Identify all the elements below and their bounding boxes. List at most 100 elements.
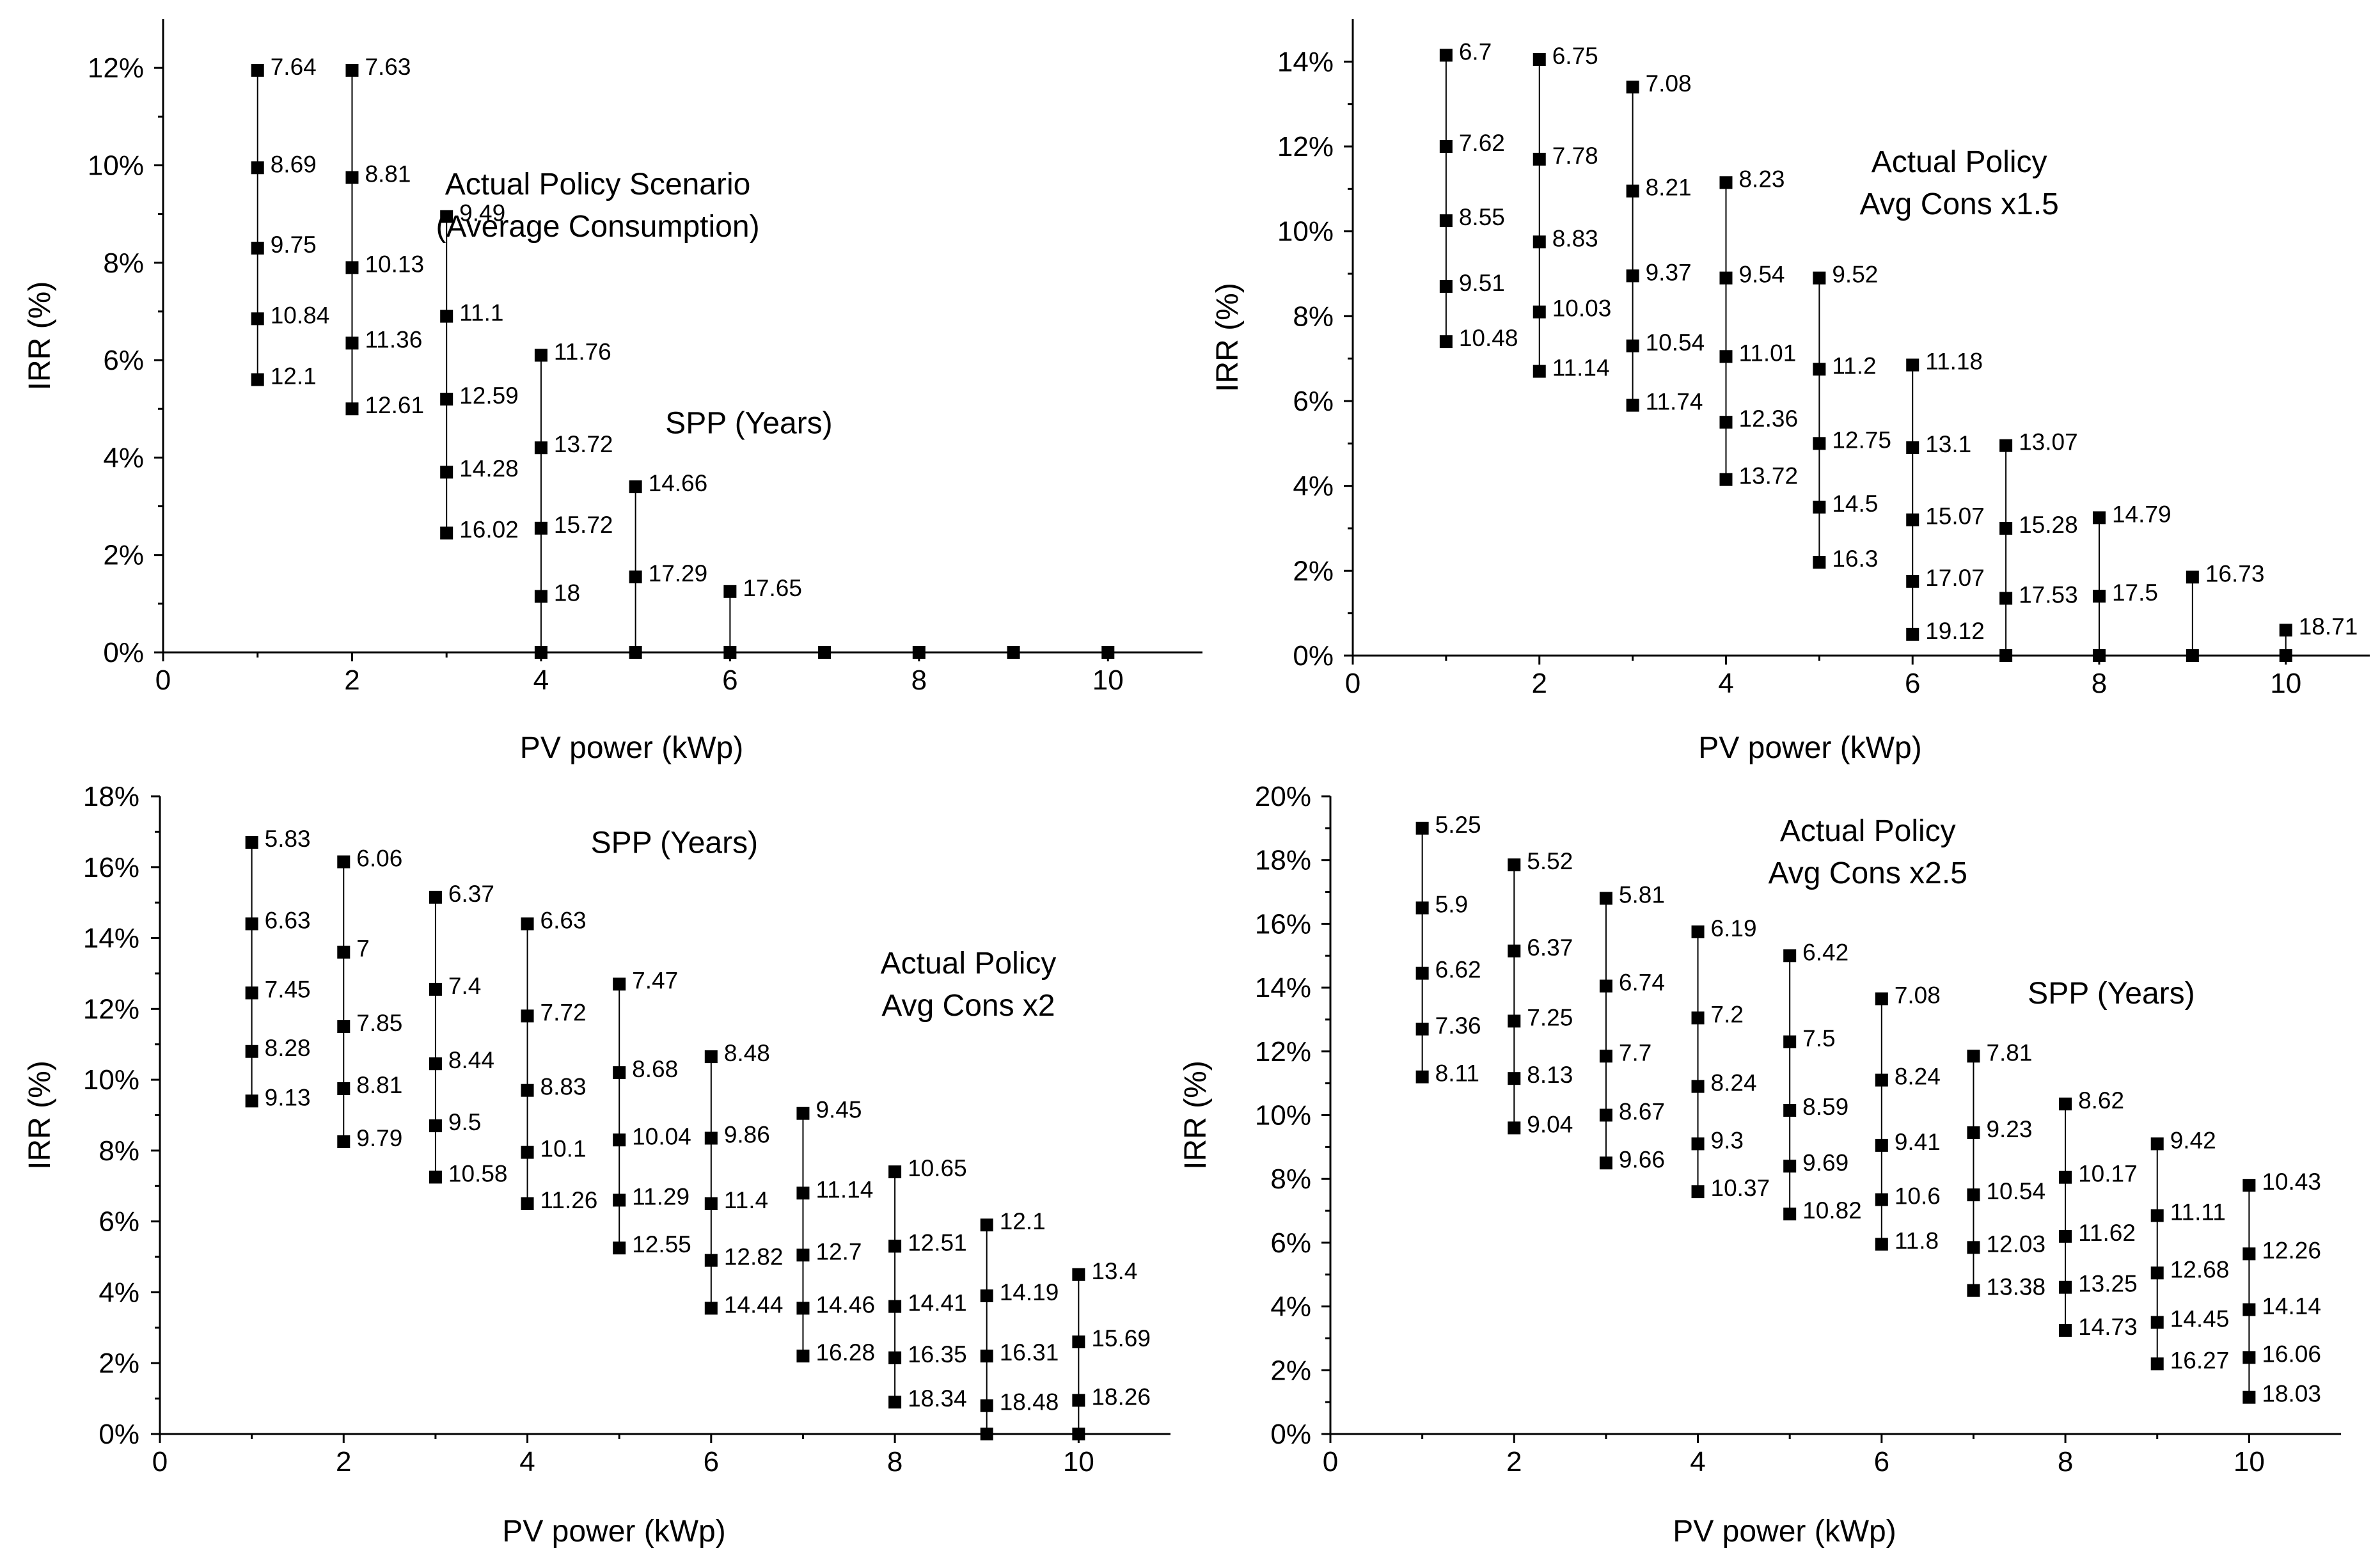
data-label: 12.75 (1832, 427, 1891, 453)
y-tick-label: 10% (83, 1064, 139, 1096)
data-label: 12.03 (1986, 1231, 2045, 1257)
data-point (1999, 439, 2013, 452)
data-label: 16.31 (1000, 1339, 1059, 1366)
data-label: 9.86 (724, 1122, 770, 1148)
data-label: 6.63 (265, 907, 311, 933)
data-point (337, 1082, 351, 1095)
y-tick-label: 4% (103, 442, 144, 473)
data-label: 7.7 (1619, 1039, 1651, 1066)
data-point (2059, 1229, 2072, 1243)
data-point (1508, 1072, 1521, 1085)
x-tick-label: 10 (2234, 1446, 2265, 1477)
data-point (1813, 271, 1826, 285)
annotation-spp: SPP (Years) (2028, 977, 2195, 1011)
data-point (429, 890, 442, 904)
data-label: 7.2 (1711, 1001, 1744, 1027)
data-point (1875, 1193, 1888, 1206)
data-point (2059, 1280, 2072, 1294)
data-point (2150, 1137, 2164, 1151)
data-point (521, 917, 534, 931)
data-label: 17.29 (649, 560, 708, 587)
annotation-scenario: Actual Policy Avg Cons x1.5 (1860, 145, 2059, 221)
data-label: 8.13 (1527, 1062, 1573, 1088)
annotation-line: SPP (Years) (591, 826, 758, 860)
data-point (2150, 1316, 2164, 1329)
y-tick-label: 16% (1255, 908, 1311, 940)
data-point (888, 1396, 902, 1409)
y-tick-label: 4% (99, 1277, 139, 1308)
data-label: 11.62 (2078, 1220, 2136, 1246)
data-label: 10.37 (1711, 1175, 1770, 1201)
y-axis-title: IRR (%) (1211, 283, 1245, 392)
data-point (1999, 649, 2013, 662)
data-label: 9.23 (1986, 1116, 2032, 1142)
data-point (704, 1254, 718, 1267)
data-label: 15.28 (2019, 512, 2078, 538)
data-point (1783, 1208, 1797, 1221)
data-label: 7.08 (1646, 70, 1692, 97)
data-point (534, 521, 548, 535)
data-label: 12.36 (1738, 406, 1798, 432)
data-label: 9.37 (1646, 259, 1692, 285)
y-tick-label: 8% (1293, 301, 1334, 332)
y-tick-label: 6% (99, 1206, 139, 1238)
data-point (2150, 1357, 2164, 1371)
data-point (1783, 1160, 1797, 1173)
data-label: 10.48 (1459, 325, 1518, 351)
data-label: 13.07 (2019, 429, 2078, 455)
data-label: 5.52 (1527, 848, 1573, 874)
data-point (1533, 152, 1546, 166)
data-label: 12.7 (816, 1238, 862, 1265)
data-point (1967, 1241, 1980, 1254)
data-label: 17.53 (2019, 581, 2078, 608)
data-label: 9.69 (1802, 1149, 1848, 1176)
y-tick-label: 14% (1277, 46, 1334, 77)
data-point (2059, 1170, 2072, 1184)
x-tick-label: 4 (1690, 1446, 1705, 1477)
data-label: 9.66 (1619, 1146, 1665, 1172)
data-label: 14.41 (908, 1290, 967, 1316)
data-point (2242, 1247, 2256, 1261)
data-point (251, 161, 264, 175)
data-point (2092, 590, 2106, 603)
data-label: 7.4 (448, 973, 481, 999)
data-point (1439, 280, 1453, 293)
data-point (796, 1302, 810, 1315)
data-point (2279, 649, 2292, 662)
data-point (1599, 1050, 1612, 1063)
y-axis-title: IRR (%) (1179, 1060, 1213, 1170)
data-label: 10.1 (540, 1136, 587, 1162)
data-point (1783, 1104, 1797, 1117)
data-label: 15.72 (554, 512, 613, 538)
data-label: 10.65 (908, 1155, 967, 1181)
data-point (1875, 992, 1888, 1005)
data-point (1599, 1156, 1612, 1170)
data-label: 5.83 (265, 826, 311, 852)
data-label: 14.73 (2078, 1314, 2138, 1340)
data-label: 9.04 (1527, 1111, 1573, 1137)
data-point (1101, 646, 1115, 659)
data-label: 6.75 (1552, 43, 1598, 69)
data-label: 7.72 (540, 999, 587, 1025)
data-label: 11.76 (554, 338, 611, 365)
data-point (1906, 627, 1919, 641)
data-point (521, 1197, 534, 1210)
data-point (1072, 1335, 1085, 1348)
data-label: 11.14 (816, 1176, 873, 1202)
data-label: 11.01 (1738, 340, 1796, 366)
data-point (1813, 500, 1826, 514)
data-point (440, 526, 453, 540)
data-point (1626, 81, 1639, 94)
x-tick-label: 0 (155, 665, 171, 696)
data-label: 5.9 (1435, 891, 1468, 917)
data-label: 6.19 (1711, 915, 1757, 942)
y-tick-label: 2% (103, 540, 144, 571)
y-tick-label: 18% (83, 781, 139, 812)
y-tick-label: 12% (88, 52, 144, 84)
y-tick-label: 4% (1270, 1291, 1311, 1323)
data-point (1072, 1428, 1085, 1440)
data-label: 8.62 (2078, 1087, 2124, 1114)
data-label: 8.21 (1646, 175, 1692, 201)
x-tick-label: 8 (2092, 668, 2107, 699)
x-tick-label: 6 (704, 1446, 719, 1477)
